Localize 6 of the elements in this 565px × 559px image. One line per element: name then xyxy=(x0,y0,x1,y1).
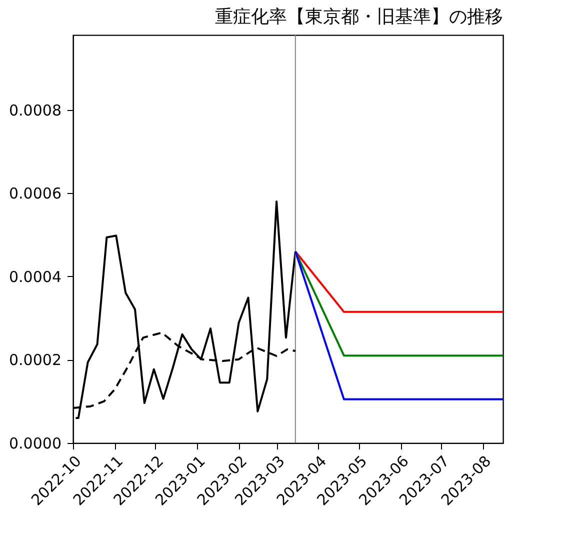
y-tick-label: 0.0004 xyxy=(9,268,62,286)
chart-title: 重症化率【東京都・旧基準】の推移 xyxy=(215,6,503,28)
y-tick-label: 0.0006 xyxy=(9,184,62,203)
y-tick-label: 0.0008 xyxy=(9,101,62,120)
y-tick-label: 0.0002 xyxy=(9,351,62,370)
y-tick-label: 0.0000 xyxy=(9,434,62,452)
